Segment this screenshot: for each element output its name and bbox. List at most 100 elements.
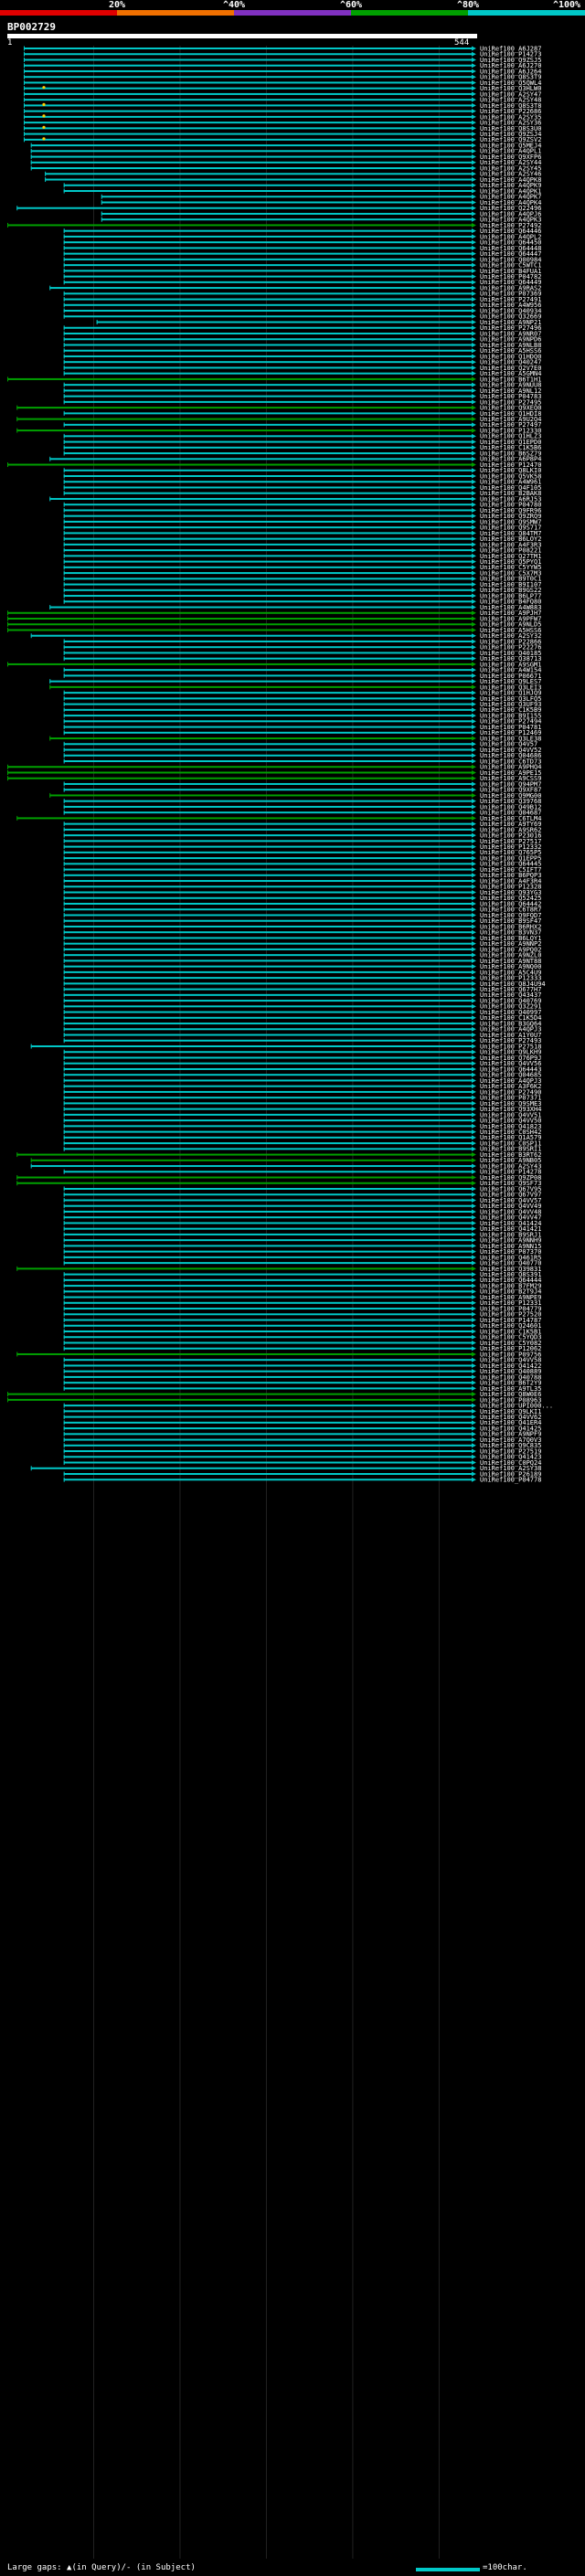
hit-bar[interactable] [63,184,473,186]
hit-bar[interactable] [63,532,473,535]
hit-row[interactable]: UniRef100_Q04685 [63,1072,542,1079]
hit-bar[interactable] [101,196,473,198]
hit-bar[interactable] [63,703,473,705]
hit-bar[interactable] [63,1204,473,1207]
hit-row[interactable]: UniRef100_P07371 [63,1095,542,1102]
hit-row[interactable]: UniRef100_P04780 [63,502,542,509]
hit-id-link[interactable]: UniRef100_Q3LFQ5 [480,695,541,703]
hit-bar[interactable] [63,942,473,945]
hit-id-link[interactable]: UniRef100_Q32669 [480,313,541,321]
hit-bar[interactable] [63,361,473,364]
hit-bar[interactable] [16,1176,473,1179]
hit-bar[interactable] [63,1056,473,1059]
hit-bar[interactable] [63,1039,473,1042]
hit-bar[interactable] [63,549,473,552]
hit-id-link[interactable]: UniRef100_A9PQ02 [480,946,541,953]
hit-row[interactable]: UniRef100_P22276 [63,644,542,652]
hit-bar[interactable] [63,1125,473,1128]
hit-row[interactable]: UniRef100_P04783 [63,393,542,400]
hit-id-link[interactable]: UniRef100_B6RHX2 [480,923,541,930]
hit-bar[interactable] [7,1393,473,1395]
hit-row[interactable]: UniRef100_Q84TM7 [63,530,542,537]
hit-id-link[interactable]: UniRef100_A9NN15 [480,1243,541,1250]
hit-row[interactable]: UniRef100_A9PE15 [7,769,541,777]
hit-id-link[interactable]: UniRef100_Q84TM7 [480,530,541,537]
hit-bar[interactable] [63,1364,473,1367]
hit-row[interactable]: UniRef100_A9NNP2 [63,940,542,948]
hit-bar[interactable] [63,903,473,905]
hit-id-link[interactable]: UniRef100_Q04687 [480,810,541,817]
hit-row[interactable]: UniRef100_C1K5B1 [63,1328,542,1335]
hit-row[interactable]: UniRef100_A9CSS9 [7,775,541,782]
hit-id-link[interactable]: UniRef100_Q9S717 [480,525,541,532]
hit-row[interactable]: UniRef100_Q9FR96 [63,507,542,514]
hit-bar[interactable] [63,840,473,843]
hit-id-link[interactable]: UniRef100_C0PQ24 [480,1459,541,1467]
hit-bar[interactable] [7,618,473,620]
hit-id-link[interactable]: UniRef100_A2SY43 [480,1162,541,1170]
hit-id-link[interactable]: UniRef100_Q9ZRQ9 [480,513,541,520]
hit-bar[interactable] [63,1341,473,1344]
hit-row[interactable]: UniRef100_B9GS22 [63,587,542,594]
hit-id-link[interactable]: UniRef100_Q1A579 [480,1134,541,1141]
hit-row[interactable]: UniRef100_B9SF47 [63,917,542,925]
hit-id-link[interactable]: UniRef100_Q1HDQ0 [480,353,541,360]
hit-row[interactable]: UniRef100_A4F3R4 [63,877,542,885]
hit-id-link[interactable]: UniRef100_A5C4U9 [480,969,541,976]
hit-id-link[interactable]: UniRef100_Q3LE38 [480,735,541,742]
hit-bar[interactable] [63,1421,473,1424]
hit-row[interactable]: UniRef100_A4QPL2 [63,233,542,240]
hit-id-link[interactable]: UniRef100_P27492 [480,222,541,229]
hit-bar[interactable] [63,235,473,238]
hit-row[interactable]: UniRef100_P12062 [63,1345,542,1352]
hit-id-link[interactable]: UniRef100_A9NP21 [480,319,541,326]
hit-id-link[interactable]: UniRef100_B6T2Y9 [480,1380,541,1387]
hit-bar[interactable] [63,726,473,728]
hit-row[interactable]: UniRef100_Q93YG3 [63,889,542,896]
hit-row[interactable]: UniRef100_B6LP77 [63,592,542,599]
hit-bar[interactable] [63,1262,473,1265]
hit-id-link[interactable]: UniRef100_A9PHQ4 [480,764,541,771]
hit-bar[interactable] [63,1375,473,1378]
hit-id-link[interactable]: UniRef100_B7FM29 [480,1282,541,1289]
hit-bar[interactable] [63,880,473,883]
hit-bar[interactable] [63,1000,473,1002]
hit-row[interactable]: UniRef100_P27494 [63,718,542,726]
hit-row[interactable]: UniRef100_A4QPK8 [45,176,541,184]
hit-bar[interactable] [63,1387,473,1390]
hit-bar[interactable] [63,1444,473,1447]
hit-row[interactable]: UniRef100_Q1HDI8 [63,410,542,418]
hit-row[interactable]: UniRef100_B3GQ64 [63,1020,542,1027]
hit-bar[interactable] [16,418,473,420]
hit-bar[interactable] [63,708,473,711]
hit-row[interactable]: UniRef100_A9NPF9 [63,1431,542,1438]
hit-bar[interactable] [63,1313,473,1316]
hit-bar[interactable] [63,1245,473,1247]
hit-id-link[interactable]: UniRef100_P04783 [480,393,541,400]
hit-row[interactable]: UniRef100_Q9XFP6 [30,154,542,161]
hit-id-link[interactable]: UniRef100_P27495 [480,398,541,406]
hit-bar[interactable] [63,931,473,934]
hit-bar[interactable] [63,1290,473,1293]
hit-id-link[interactable]: UniRef100_A9CSS9 [480,775,541,782]
hit-id-link[interactable]: UniRef100_B9SRJ1 [480,1231,541,1238]
hit-row[interactable]: UniRef100_C1K5B9 [63,706,542,714]
hit-row[interactable]: UniRef100_A9NL12 [63,387,542,395]
hit-bar[interactable] [63,1108,473,1110]
hit-row[interactable]: UniRef100_Q9ZSJ4 [23,131,541,138]
hit-id-link[interactable]: UniRef100_Q3HLW0 [480,85,541,92]
hit-id-link[interactable]: UniRef100_Q9XF87 [480,787,541,794]
hit-bar[interactable] [7,771,473,774]
hit-id-link[interactable]: UniRef100_Q8S391 [480,1271,541,1278]
hit-bar[interactable] [63,264,473,267]
hit-id-link[interactable]: UniRef100_Q4VV56 [480,1060,541,1067]
hit-id-link[interactable]: UniRef100_Q94PM7 [480,780,541,788]
hit-id-link[interactable]: UniRef100_Q2V7E0 [480,365,541,372]
hit-bar[interactable] [63,537,473,540]
hit-id-link[interactable]: UniRef100_C6TD73 [480,758,541,765]
hit-id-link[interactable]: UniRef100_Q3UF93 [480,701,541,708]
hit-row[interactable]: UniRef100_Q64442 [63,900,542,907]
hit-id-link[interactable]: UniRef100_A9PJH7 [480,610,541,617]
hit-bar[interactable] [23,69,473,72]
hit-bar[interactable] [63,333,473,334]
